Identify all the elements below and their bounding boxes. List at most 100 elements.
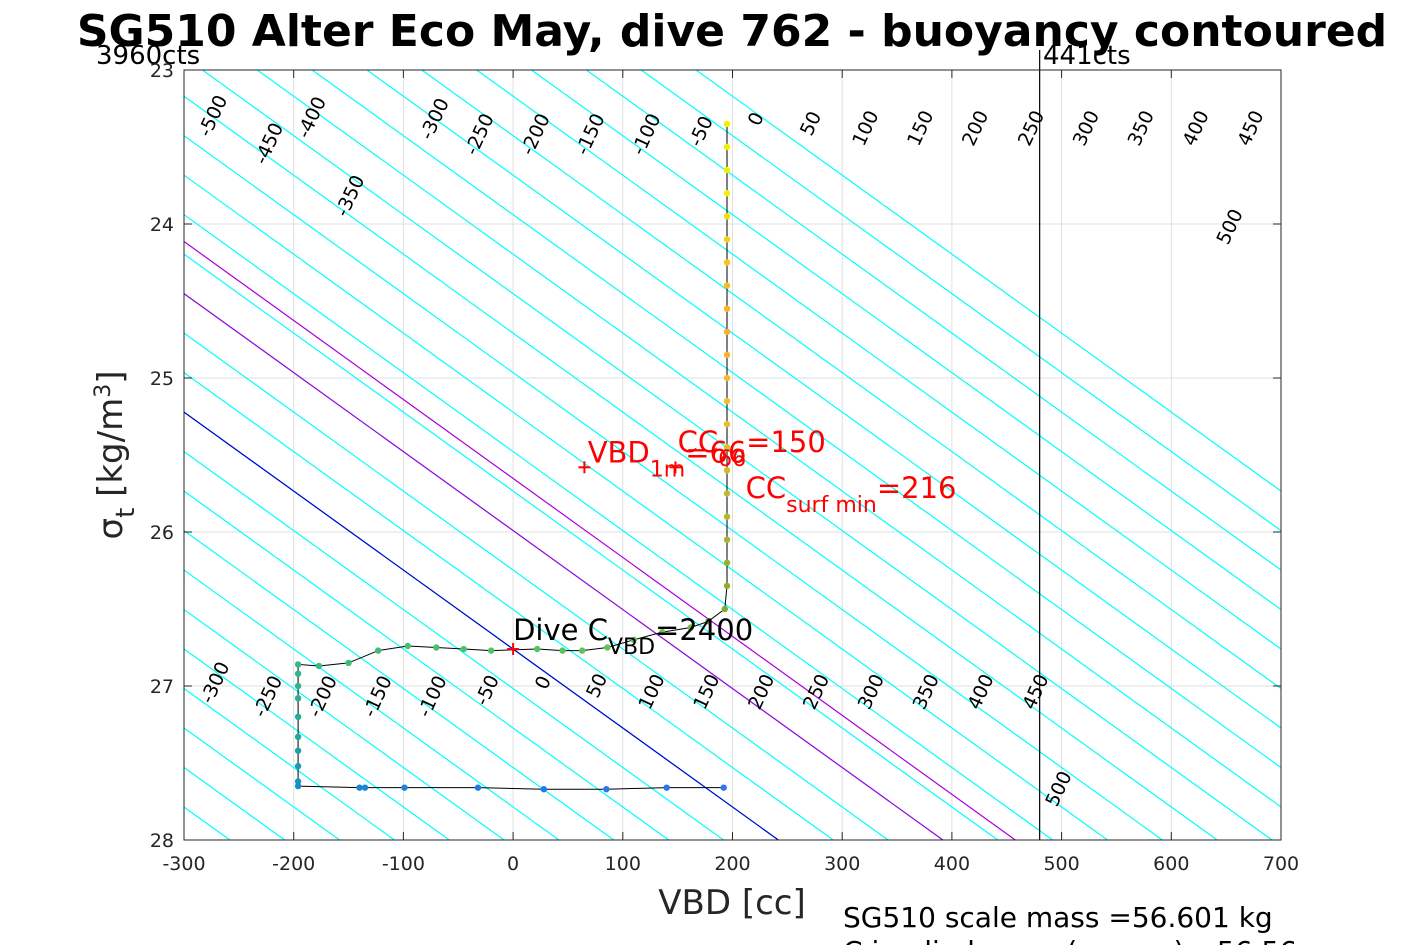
dive-point (294, 661, 302, 668)
x-tick-label: 100 (605, 853, 641, 875)
dive-point (361, 784, 369, 791)
dive-point (723, 213, 731, 220)
dive-point (404, 642, 411, 650)
chart-title: SG510 Alter Eco May, dive 762 - buoyancy… (77, 6, 1387, 57)
cc-surf-min-annotation: CCsurf min=216 (746, 471, 957, 518)
dive-point (723, 513, 731, 520)
x-tick-label: 200 (714, 853, 750, 875)
dive-point (474, 784, 482, 791)
dive-point (687, 624, 695, 631)
dive-point (723, 143, 731, 151)
dive-point (604, 644, 611, 651)
dive-point (315, 662, 323, 670)
y-tick-label: 26 (150, 522, 174, 544)
x-tick-label: -300 (162, 853, 205, 875)
y-tick-label: 23 (150, 60, 174, 82)
buoyancy-contour (184, 529, 615, 840)
dive-point (294, 733, 302, 741)
dive-trace-points (294, 120, 731, 793)
x-tick-label: 600 (1153, 853, 1189, 875)
buoyancy-contour (184, 490, 670, 840)
x-tick-label: -100 (382, 853, 425, 875)
dive-point (723, 236, 731, 243)
buoyancy-contour (695, 70, 1281, 492)
counts-right-label: 441cts (1043, 41, 1131, 71)
dive-point (630, 636, 637, 643)
buoyancy-contour (184, 687, 395, 840)
dive-point (294, 762, 302, 770)
dive-point (374, 647, 382, 654)
highlight-contour (184, 292, 944, 840)
buoyancy-contour (586, 70, 1281, 571)
buoyancy-contour (184, 213, 1053, 840)
dive-point (723, 582, 731, 590)
scale-mass-label: SG510 scale mass =56.601 kg (843, 901, 1273, 934)
buoyancy-contour (0, 70, 65, 840)
dive-point (723, 259, 731, 266)
buoyancy-contour (421, 70, 1281, 690)
highlight-contour (184, 240, 1016, 840)
dive-point (294, 778, 302, 785)
dive-point (433, 644, 440, 651)
dive-point (720, 784, 727, 791)
dive-point (723, 166, 731, 174)
x-axis-label: VBD [cc] (658, 883, 806, 923)
dive-point (294, 713, 302, 720)
buoyancy-contour (184, 253, 999, 840)
buoyancy-contour (184, 174, 1108, 840)
dive-point (705, 618, 712, 625)
dive-point (579, 647, 586, 654)
x-tick-label: 0 (507, 853, 519, 875)
x-tick-label: 400 (934, 853, 970, 875)
buoyancy-contour (256, 70, 1281, 808)
buoyancy-contour (366, 70, 1281, 729)
dive-point (723, 282, 731, 289)
cc-annotation: CC66=150 (678, 425, 826, 472)
buoyancy-contour (184, 371, 834, 840)
buoyancy-contour (184, 95, 1218, 840)
implied-mass-label: C implied mass (approx) =56.56 (843, 935, 1297, 945)
dive-point (345, 659, 352, 667)
dive-point (723, 305, 731, 312)
dive-point (294, 695, 302, 702)
buoyancy-contour (184, 569, 560, 840)
dive-point (723, 444, 731, 451)
buoyancy-contour (184, 608, 505, 840)
dive-point (723, 490, 731, 497)
buoyancy-contour (184, 648, 450, 840)
dive-point (723, 190, 731, 197)
axis-ticks: -300 -200 -100 0 100 200 300 400 500 600 700 23 24 25… (150, 60, 1299, 875)
marker-cross (578, 461, 591, 474)
dive-point (723, 328, 731, 335)
dive-point (540, 785, 548, 793)
dive-point (663, 784, 670, 791)
dive-point (723, 421, 731, 428)
dive-point (294, 682, 302, 690)
y-tick-label: 25 (150, 368, 174, 390)
dive-point (723, 559, 731, 566)
dive-point (603, 785, 610, 793)
dive-point (534, 645, 541, 653)
dive-point (460, 645, 467, 653)
y-tick-label: 28 (150, 830, 174, 852)
x-tick-label: 300 (824, 853, 860, 875)
buoyancy-contour (476, 70, 1281, 650)
dive-point (294, 782, 302, 790)
dive-point (659, 628, 666, 636)
buoyancy-contour (184, 450, 724, 840)
buoyancy-contour (311, 70, 1281, 769)
x-tick-label: 500 (1043, 853, 1079, 875)
dive-point (294, 670, 302, 677)
dive-point (401, 784, 408, 791)
dive-c-vbd-annotation: Dive CVBD=2400 (513, 613, 753, 660)
marker-cross (669, 461, 682, 474)
y-tick-label: 24 (150, 214, 174, 236)
highlight-contour (184, 411, 779, 840)
buoyancy-contour (184, 134, 1163, 840)
dive-point (723, 467, 731, 474)
dive-point (723, 397, 731, 405)
marker-cross (507, 643, 520, 656)
plot-area: -500-450-400-350-300 -250 -200 -150 -100 -50 0… (0, 50, 1299, 875)
buoyancy-contour (202, 70, 1273, 840)
buoyancy-contour (184, 332, 889, 840)
